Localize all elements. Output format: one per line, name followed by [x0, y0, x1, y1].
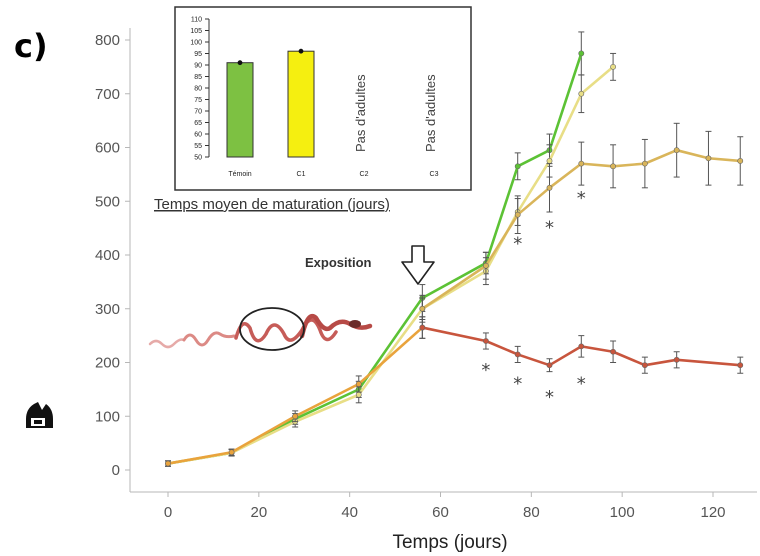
y-tick-label: 700 — [95, 86, 120, 103]
inset-note-c3: Pas d'adultes — [423, 74, 438, 152]
data-point — [229, 450, 234, 455]
worm-illustration — [150, 316, 370, 347]
scale-icon — [26, 402, 53, 428]
data-point — [642, 363, 647, 368]
data-point — [674, 148, 679, 153]
inset-y-tick-label: 60 — [194, 132, 202, 139]
inset-y-tick-label: 65 — [194, 120, 202, 127]
data-point — [579, 161, 584, 166]
inset-note-c2: Pas d'adultes — [353, 74, 368, 152]
significance-star: * — [481, 360, 490, 381]
x-tick-label: 60 — [432, 504, 449, 521]
data-point — [547, 158, 552, 163]
inset-y-tick-label: 55 — [194, 143, 202, 150]
x-tick-label: 20 — [250, 504, 267, 521]
inset-y-tick-label: 95 — [194, 51, 202, 58]
inset-y-tick-label: 70 — [194, 109, 202, 116]
significance-star: * — [545, 387, 554, 408]
y-tick-label: 500 — [95, 193, 120, 210]
significance-star: * — [577, 188, 586, 209]
data-point — [483, 338, 488, 343]
significance-star: * — [513, 373, 522, 394]
series-red — [419, 317, 743, 373]
y-tick-label: 0 — [112, 462, 120, 479]
y-tick-label: 200 — [95, 355, 120, 372]
data-point — [420, 325, 425, 330]
data-point — [579, 91, 584, 96]
inset-category-label: C2 — [360, 171, 369, 178]
data-point — [420, 306, 425, 311]
y-ticks: 0 100 200 300 400 500 600 700 800 — [95, 32, 130, 479]
data-point — [547, 185, 552, 190]
data-point — [579, 51, 584, 56]
y-tick-label: 400 — [95, 247, 120, 264]
x-tick-label: 100 — [610, 504, 635, 521]
data-point — [610, 64, 615, 69]
x-tick-label: 120 — [700, 504, 725, 521]
y-tick-label: 300 — [95, 301, 120, 318]
inset-y-tick-label: 50 — [194, 155, 202, 162]
data-point — [515, 352, 520, 357]
inset-y-tick-label: 80 — [194, 86, 202, 93]
x-tick-label: 40 — [341, 504, 358, 521]
data-point — [483, 263, 488, 268]
x-tick-label: 80 — [523, 504, 540, 521]
inset-bar-mean — [299, 49, 304, 54]
inset-y-tick-label: 90 — [194, 63, 202, 70]
data-point — [293, 414, 298, 419]
x-ticks: 0 20 40 60 80 100 120 — [164, 492, 726, 521]
exposition-arrow-icon — [402, 246, 434, 284]
x-axis-title: Temps (jours) — [392, 532, 507, 553]
data-point — [356, 381, 361, 386]
data-point — [642, 161, 647, 166]
inset-caption: Temps moyen de maturation (jours) — [154, 196, 390, 213]
data-point — [356, 392, 361, 397]
inset-chart: 50 55 60 65 70 75 80 85 90 95 100 105 110 Témoin C1 C2… — [175, 7, 471, 190]
data-point — [515, 164, 520, 169]
significance-layer: * * * * * * * — [481, 188, 585, 408]
data-point — [674, 357, 679, 362]
panel-label: c) — [14, 27, 48, 65]
data-point — [547, 363, 552, 368]
inset-y-tick-label: 110 — [191, 17, 202, 24]
inset-bar-mean — [238, 60, 243, 65]
significance-star: * — [577, 373, 586, 394]
inset-y-tick-label: 105 — [190, 28, 202, 35]
inset-category-label: Témoin — [228, 171, 251, 178]
x-tick-label: 0 — [164, 504, 172, 521]
data-point — [165, 461, 170, 466]
inset-y-tick-label: 100 — [190, 40, 202, 47]
inset-y-tick-label: 75 — [194, 97, 202, 104]
y-tick-label: 100 — [95, 408, 120, 425]
inset-category-label: C1 — [297, 171, 306, 178]
y-tick-label: 600 — [95, 140, 120, 157]
inset-bar — [227, 63, 253, 157]
exposition-label: Exposition — [305, 255, 372, 270]
series-line — [168, 328, 422, 464]
data-point — [738, 158, 743, 163]
significance-star: * — [513, 234, 522, 255]
inset-y-tick-label: 85 — [194, 74, 202, 81]
inset-category-label: C3 — [430, 171, 439, 178]
data-point — [706, 156, 711, 161]
data-point — [579, 344, 584, 349]
data-point — [610, 164, 615, 169]
inset-bar — [288, 51, 314, 157]
significance-star: * — [545, 217, 554, 238]
data-point — [738, 363, 743, 368]
data-point — [610, 349, 615, 354]
y-tick-label: 800 — [95, 32, 120, 49]
data-point — [515, 212, 520, 217]
